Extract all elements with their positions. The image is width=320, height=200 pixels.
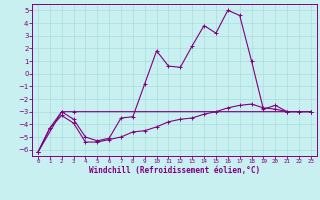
X-axis label: Windchill (Refroidissement éolien,°C): Windchill (Refroidissement éolien,°C): [89, 166, 260, 175]
